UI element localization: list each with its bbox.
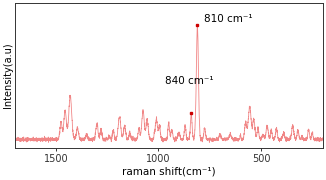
Text: 840 cm⁻¹: 840 cm⁻¹ — [165, 76, 213, 86]
Text: 810 cm⁻¹: 810 cm⁻¹ — [203, 14, 252, 24]
X-axis label: raman shift(cm⁻¹): raman shift(cm⁻¹) — [122, 166, 215, 177]
Y-axis label: Intensity(a.u): Intensity(a.u) — [4, 43, 13, 108]
